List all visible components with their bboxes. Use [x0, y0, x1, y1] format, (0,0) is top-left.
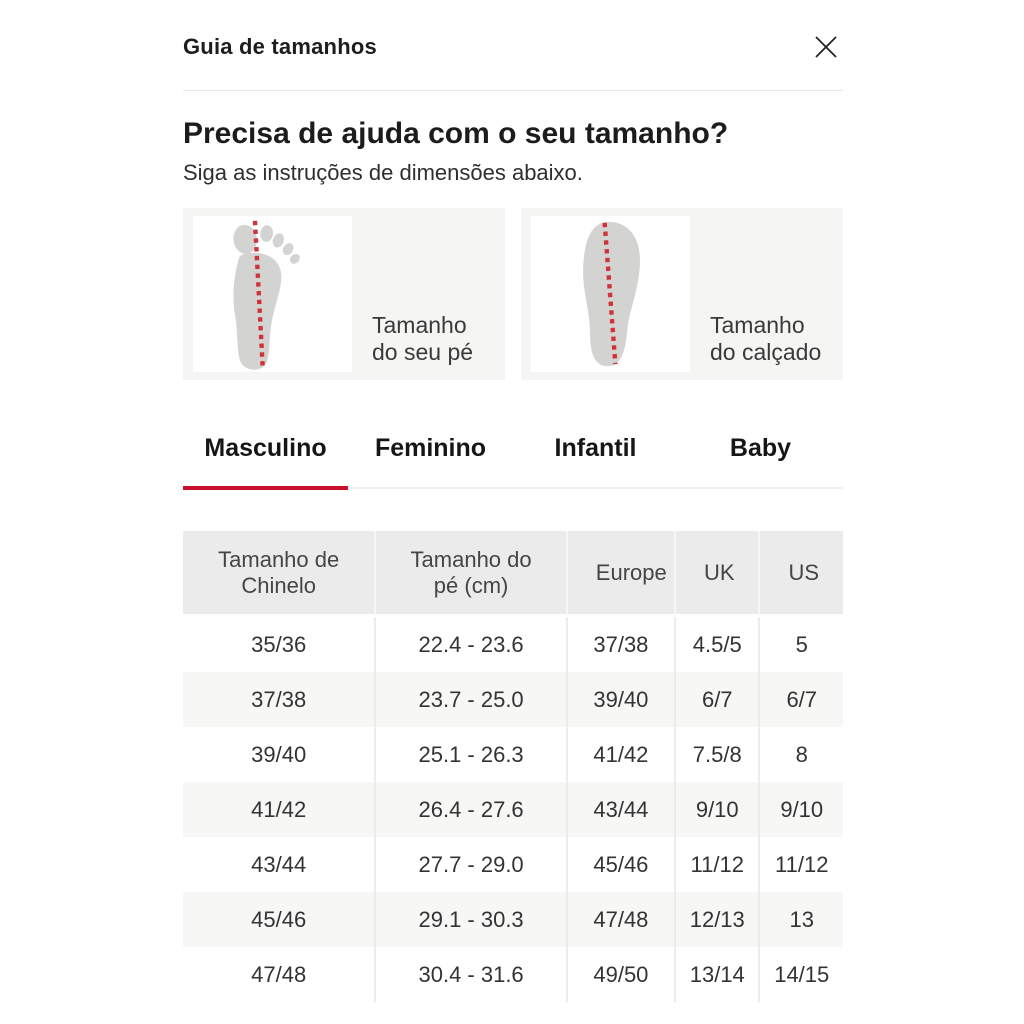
active-tab-underline [183, 486, 348, 490]
help-subheading: Siga as instruções de dimensões abaixo. [183, 160, 583, 185]
table-row: 37/38 23.7 - 25.0 39/40 6/7 6/7 [183, 672, 843, 727]
table-row: 39/40 25.1 - 26.3 41/42 7.5/8 8 [183, 727, 843, 782]
table-cell: 47/48 [251, 961, 307, 987]
size-guide-modal: Guia de tamanhos Precisa de ajuda com o … [183, 0, 843, 1002]
table-cell: 49/50 [565, 947, 674, 1002]
table-cell: 39/40 [565, 672, 675, 727]
close-icon [815, 36, 837, 58]
sole-measure-icon [531, 216, 690, 372]
help-heading: Precisa de ajuda com o seu tamanho? [183, 117, 729, 150]
column-header: Europe [565, 531, 675, 617]
figure-label: Tamanho do calçado [710, 312, 822, 365]
shoe-size-figure: Tamanho do calçado [521, 208, 843, 380]
table-cell: 6/7 [758, 672, 843, 727]
column-header: US [758, 531, 843, 617]
header-row: Tamanho de Chinelo Tamanho do pé (cm) Euro… [183, 531, 843, 617]
size-table: Tamanho de Chinelo Tamanho do pé (cm) Euro… [183, 531, 843, 1002]
table-row: 47/48 30.4 - 31.6 49/50 13/14 14/15 [183, 947, 843, 1002]
size-table-head: Tamanho de Chinelo Tamanho do pé (cm) Euro… [183, 531, 843, 617]
table-cell: 30.4 - 31.6 [374, 947, 565, 1002]
measurement-figures: Tamanho do seu pé Tamanho do calçado [183, 208, 843, 380]
modal-header: Guia de tamanhos [183, 30, 843, 91]
table-cell: 37/38 [183, 672, 375, 727]
table-cell: 7.5/8 [674, 727, 758, 782]
foot-measure-icon [193, 216, 352, 372]
table-cell: 22.4 - 23.6 [374, 617, 565, 672]
table-cell: 11/12 [674, 837, 758, 892]
table-cell: 5 [758, 617, 843, 672]
table-cell: 27.7 - 29.0 [374, 837, 565, 892]
size-category-tabs: Masculino Feminino Infantil Baby [183, 428, 843, 490]
tab-feminino[interactable]: Feminino [348, 428, 513, 487]
table-cell: 12/13 [674, 892, 759, 947]
table-row: 43/44 27.7 - 29.0 45/46 11/12 11/12 [183, 837, 843, 892]
foot-size-figure: Tamanho do seu pé [183, 208, 505, 380]
modal-title: Guia de tamanhos [183, 34, 377, 59]
tab-label: Baby [729, 434, 792, 462]
table-cell: 37/38 [565, 617, 674, 672]
table-cell: 41/42 [183, 782, 375, 837]
close-button[interactable] [809, 30, 843, 64]
column-header: Tamanho do pé (cm) [374, 531, 566, 617]
column-header: UK [674, 531, 759, 617]
table-cell: 6/7 [674, 672, 759, 727]
table-cell: 41/42 [565, 727, 674, 782]
table-cell: 47/48 [565, 892, 675, 947]
table-cell: 39/40 [251, 741, 307, 767]
table-cell: 13/14 [674, 947, 758, 1002]
table-cell: 43/44 [251, 851, 307, 877]
tab-masculino[interactable]: Masculino [183, 428, 348, 490]
table-cell: 23.7 - 25.0 [374, 672, 566, 727]
table-cell: 13 [758, 892, 843, 947]
tab-baby[interactable]: Baby [678, 428, 843, 487]
table-cell: 4.5/5 [674, 617, 758, 672]
table-cell: 14/15 [758, 947, 843, 1002]
table-cell: 9/10 [674, 782, 759, 837]
table-row: 45/46 29.1 - 30.3 47/48 12/13 13 [183, 892, 843, 947]
table-cell: 45/46 [565, 837, 674, 892]
table-cell: 43/44 [565, 782, 675, 837]
table-cell: 9/10 [758, 782, 843, 837]
table-cell: 29.1 - 30.3 [374, 892, 566, 947]
tab-infantil[interactable]: Infantil [513, 428, 678, 487]
figure-label: Tamanho do seu pé [372, 312, 474, 365]
tab-label: Masculino [204, 434, 327, 462]
table-cell: 35/36 [251, 631, 307, 657]
table-cell: 11/12 [758, 837, 843, 892]
table-cell: 8 [758, 727, 843, 782]
table-row: 35/36 22.4 - 23.6 37/38 4.5/5 5 [183, 617, 843, 672]
tab-label: Infantil [554, 434, 637, 462]
table-cell: 45/46 [183, 892, 375, 947]
tab-label: Feminino [374, 434, 487, 462]
table-cell: 25.1 - 26.3 [374, 727, 565, 782]
table-cell: 26.4 - 27.6 [374, 782, 566, 837]
column-header: Tamanho de Chinelo [183, 531, 375, 617]
table-row: 41/42 26.4 - 27.6 43/44 9/10 9/10 [183, 782, 843, 837]
size-table-body: 35/36 22.4 - 23.6 37/38 4.5/5 5 37/38 23.7 - 2… [183, 617, 843, 1002]
